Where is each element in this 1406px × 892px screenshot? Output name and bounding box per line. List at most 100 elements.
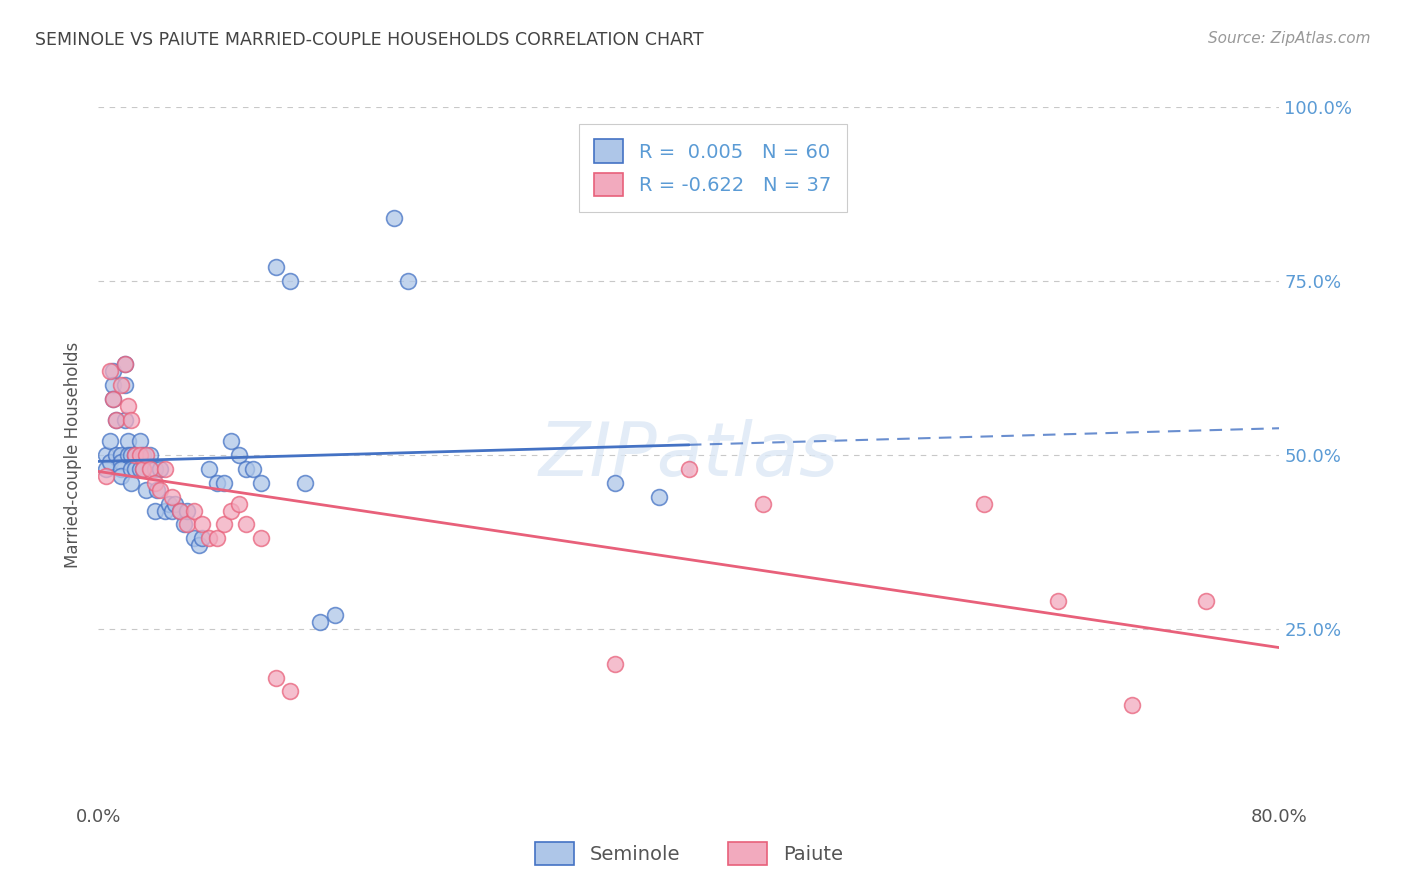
Point <box>146 483 169 497</box>
Point <box>124 462 146 476</box>
Point <box>309 615 332 629</box>
Point <box>149 462 172 476</box>
Point <box>114 413 136 427</box>
Point <box>110 462 132 476</box>
Point <box>162 490 183 504</box>
Point <box>153 462 176 476</box>
Point <box>103 392 125 407</box>
Point <box>235 517 257 532</box>
Point <box>219 434 242 448</box>
Point <box>605 475 627 490</box>
Point <box>176 517 198 532</box>
Point <box>110 455 132 469</box>
Point <box>212 517 235 532</box>
Point <box>105 413 128 427</box>
Point <box>114 358 136 372</box>
Point <box>135 448 157 462</box>
Point <box>117 399 139 413</box>
Text: SEMINOLE VS PAIUTE MARRIED-COUPLE HOUSEHOLDS CORRELATION CHART: SEMINOLE VS PAIUTE MARRIED-COUPLE HOUSEH… <box>35 31 704 49</box>
Point <box>294 475 316 490</box>
Point <box>183 503 205 517</box>
Text: Source: ZipAtlas.com: Source: ZipAtlas.com <box>1208 31 1371 46</box>
Point <box>191 517 214 532</box>
Point <box>132 462 155 476</box>
Point <box>678 462 700 476</box>
Point <box>132 462 155 476</box>
Point <box>169 503 191 517</box>
Point <box>323 607 346 622</box>
Point <box>98 434 121 448</box>
Point <box>264 671 287 685</box>
Point <box>1195 594 1218 608</box>
Point <box>143 462 166 476</box>
Point <box>382 211 405 226</box>
Point <box>117 448 139 462</box>
Point <box>139 448 162 462</box>
Point <box>228 497 250 511</box>
Point <box>205 475 228 490</box>
Point <box>165 497 187 511</box>
Point <box>110 468 132 483</box>
Point <box>103 392 125 407</box>
Point <box>250 532 273 546</box>
Point <box>114 378 136 392</box>
Point <box>110 448 132 462</box>
Point <box>98 364 121 378</box>
Point <box>1121 698 1143 713</box>
Point <box>205 532 228 546</box>
Point <box>98 455 121 469</box>
Point <box>120 462 142 476</box>
Point <box>605 657 627 671</box>
Point <box>149 483 172 497</box>
Point <box>198 462 221 476</box>
Point <box>173 517 195 532</box>
Text: ZIPatlas: ZIPatlas <box>538 419 839 491</box>
Point <box>396 274 419 288</box>
Point <box>139 462 162 476</box>
Point <box>191 532 214 546</box>
Point <box>128 434 150 448</box>
Point <box>120 475 142 490</box>
Point <box>219 503 242 517</box>
Point <box>135 483 157 497</box>
Point <box>278 274 302 288</box>
Point <box>120 413 142 427</box>
Point <box>143 503 166 517</box>
Point <box>187 538 209 552</box>
Point <box>124 448 146 462</box>
Point <box>183 532 205 546</box>
Point <box>228 448 250 462</box>
Point <box>242 462 264 476</box>
Point <box>169 503 191 517</box>
Point <box>94 448 117 462</box>
Y-axis label: Married-couple Households: Married-couple Households <box>65 342 83 568</box>
Point <box>278 684 302 698</box>
Point <box>143 475 166 490</box>
Point <box>117 434 139 448</box>
Point <box>94 468 117 483</box>
Point <box>162 503 183 517</box>
Point <box>120 448 142 462</box>
Point <box>103 378 125 392</box>
Point <box>212 475 235 490</box>
Point <box>1046 594 1069 608</box>
Point <box>157 497 180 511</box>
Point <box>128 462 150 476</box>
Point <box>250 475 273 490</box>
Point <box>751 497 773 511</box>
Point <box>124 448 146 462</box>
Point <box>235 462 257 476</box>
Point <box>94 462 117 476</box>
Point <box>110 378 132 392</box>
Point <box>114 358 136 372</box>
Point <box>176 503 198 517</box>
Point <box>105 413 128 427</box>
Point <box>648 490 671 504</box>
Point <box>153 503 176 517</box>
Point <box>264 260 287 274</box>
Point <box>973 497 995 511</box>
Point <box>103 364 125 378</box>
Point <box>105 448 128 462</box>
Point <box>198 532 221 546</box>
Legend: Seminole, Paiute: Seminole, Paiute <box>527 834 851 873</box>
